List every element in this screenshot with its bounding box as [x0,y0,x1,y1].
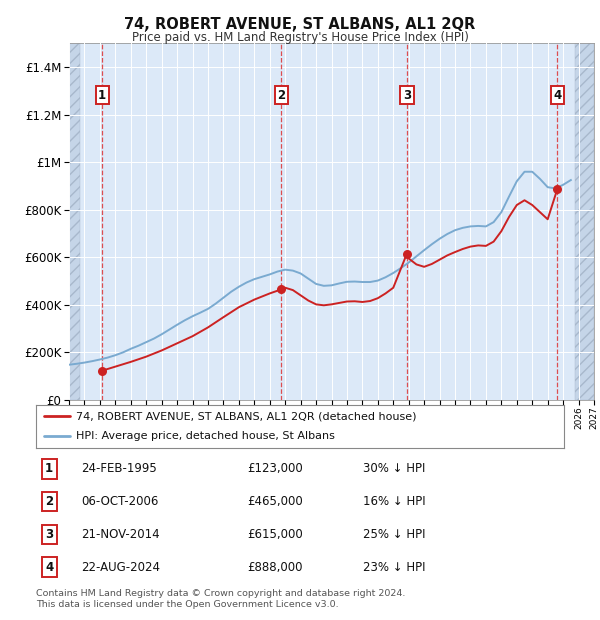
Bar [575,43,594,400]
Text: 21-NOV-2014: 21-NOV-2014 [81,528,160,541]
Text: 1: 1 [98,89,106,102]
Text: £888,000: £888,000 [247,561,303,574]
Text: 2: 2 [45,495,53,508]
Text: 4: 4 [45,561,53,574]
Text: 23% ↓ HPI: 23% ↓ HPI [364,561,426,574]
Bar [575,43,594,400]
Text: 30% ↓ HPI: 30% ↓ HPI [364,463,426,475]
Text: 3: 3 [45,528,53,541]
Text: 4: 4 [553,89,562,102]
Text: 2: 2 [277,89,286,102]
Text: £615,000: £615,000 [247,528,303,541]
Text: 24-FEB-1995: 24-FEB-1995 [81,463,157,475]
Text: Contains HM Land Registry data © Crown copyright and database right 2024.
This d: Contains HM Land Registry data © Crown c… [36,590,406,609]
Bar [69,43,80,400]
Text: 25% ↓ HPI: 25% ↓ HPI [364,528,426,541]
Text: 74, ROBERT AVENUE, ST ALBANS, AL1 2QR (detached house): 74, ROBERT AVENUE, ST ALBANS, AL1 2QR (d… [76,411,416,421]
Text: 06-OCT-2006: 06-OCT-2006 [81,495,158,508]
Text: 1: 1 [45,463,53,475]
Text: 74, ROBERT AVENUE, ST ALBANS, AL1 2QR: 74, ROBERT AVENUE, ST ALBANS, AL1 2QR [124,17,476,32]
Text: 16% ↓ HPI: 16% ↓ HPI [364,495,426,508]
Text: 22-AUG-2024: 22-AUG-2024 [81,561,160,574]
Bar [69,43,80,400]
Text: HPI: Average price, detached house, St Albans: HPI: Average price, detached house, St A… [76,431,334,441]
Text: 3: 3 [403,89,411,102]
Text: £465,000: £465,000 [247,495,303,508]
Text: £123,000: £123,000 [247,463,303,475]
Text: Price paid vs. HM Land Registry's House Price Index (HPI): Price paid vs. HM Land Registry's House … [131,31,469,44]
